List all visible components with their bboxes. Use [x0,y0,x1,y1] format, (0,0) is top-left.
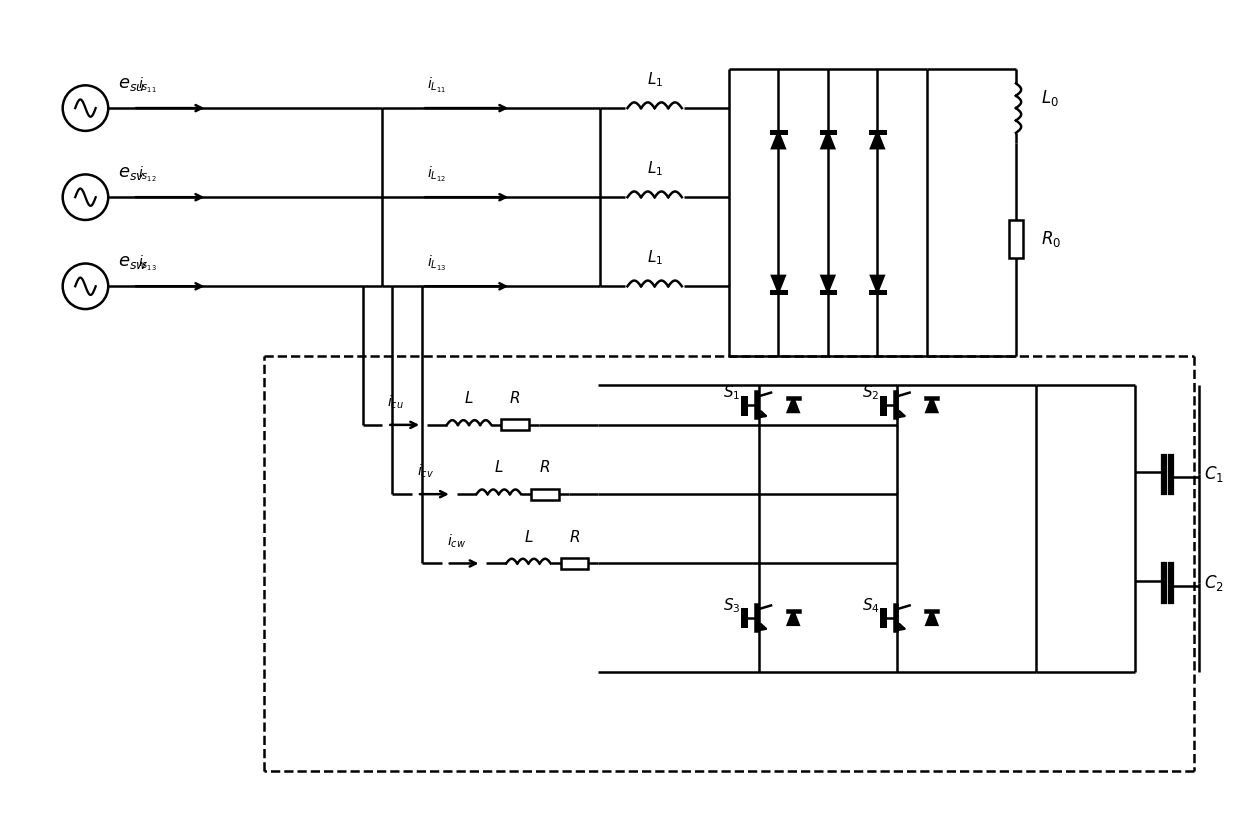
Text: $i_{s_{13}}$: $i_{s_{13}}$ [138,254,157,273]
Text: $S_3$: $S_3$ [723,596,740,615]
Text: $C_1$: $C_1$ [1204,464,1224,484]
Text: $i_{s_{11}}$: $i_{s_{11}}$ [138,76,156,95]
Text: $L_0$: $L_0$ [1040,88,1059,108]
Text: $R$: $R$ [569,529,580,545]
Bar [1009,220,1023,258]
Text: $i_{L_{12}}$: $i_{L_{12}}$ [427,165,446,184]
Polygon shape [773,132,785,148]
Text: $R$: $R$ [539,460,551,475]
Text: $i_{L_{13}}$: $i_{L_{13}}$ [427,254,446,273]
Polygon shape [870,132,884,148]
Text: $e_{sv}$: $e_{sv}$ [118,164,145,182]
Text: $L_1$: $L_1$ [646,249,662,267]
Polygon shape [787,398,799,412]
Text: $e_{su}$: $e_{su}$ [118,75,145,93]
Text: $i_{L_{11}}$: $i_{L_{11}}$ [427,76,446,95]
Text: $e_{sw}$: $e_{sw}$ [118,253,148,271]
Polygon shape [926,398,937,412]
Text: $i_{cv}$: $i_{cv}$ [417,463,434,480]
Polygon shape [773,276,785,292]
Text: $R_0$: $R_0$ [1040,229,1061,249]
Text: $i_{cu}$: $i_{cu}$ [387,394,404,411]
Polygon shape [822,132,835,148]
Bar [531,488,559,500]
Text: $i_{cw}$: $i_{cw}$ [446,532,466,549]
Text: $L$: $L$ [523,529,533,545]
Text: $L_1$: $L_1$ [646,71,662,89]
Text: $L$: $L$ [494,460,503,475]
Text: $S_1$: $S_1$ [723,383,740,402]
Text: $S_2$: $S_2$ [862,383,879,402]
Polygon shape [870,276,884,292]
Text: $S_4$: $S_4$ [862,596,879,615]
Polygon shape [787,611,799,625]
Text: $L_1$: $L_1$ [646,160,662,178]
Text: $R$: $R$ [510,390,521,406]
Text: $L$: $L$ [464,390,474,406]
Polygon shape [926,611,937,625]
Bar [501,419,529,431]
Bar [560,558,588,569]
Text: $i_{s_{12}}$: $i_{s_{12}}$ [138,165,156,184]
Text: $C_2$: $C_2$ [1204,573,1224,593]
Polygon shape [822,276,835,292]
